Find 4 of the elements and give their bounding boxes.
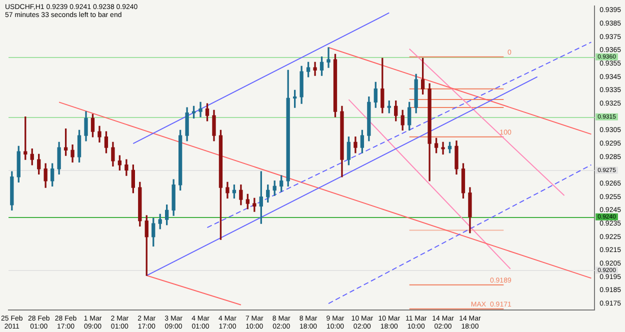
candlestick	[441, 142, 445, 155]
candlestick	[313, 62, 317, 76]
candlestick	[326, 47, 330, 68]
candlestick	[198, 102, 202, 118]
